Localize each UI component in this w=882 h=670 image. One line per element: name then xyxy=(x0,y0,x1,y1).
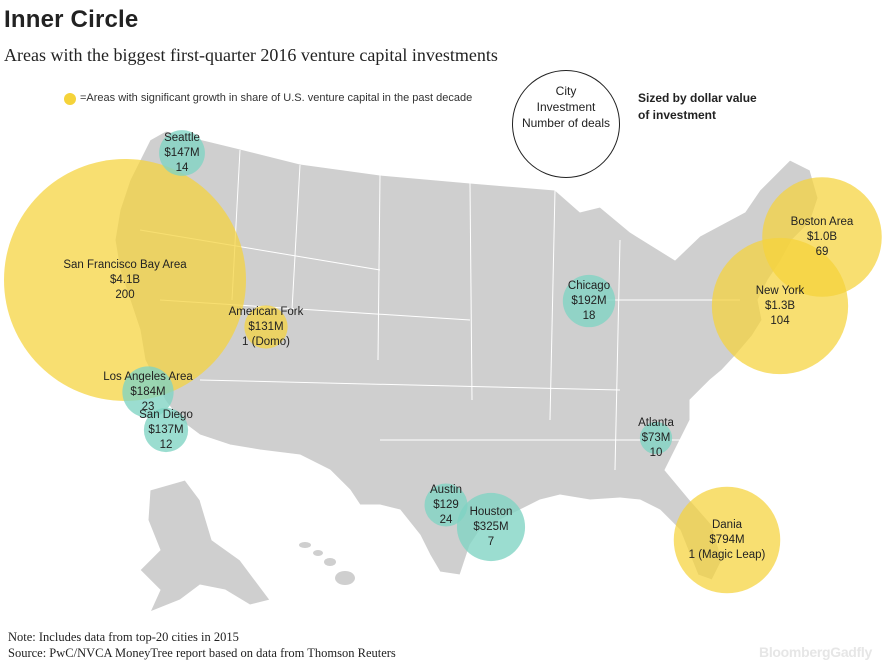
bubble-label-austin-city: Austin xyxy=(430,484,462,496)
size-key-investment: Investment xyxy=(536,100,596,114)
bubble-label-boston-area-deals: 69 xyxy=(816,246,829,258)
bubble-label-austin-deals: 24 xyxy=(440,514,453,526)
bubble-label-boston-area-investment: $1.0B xyxy=(807,231,837,243)
bubble-houston xyxy=(456,492,526,562)
brand-logo: BloombergGadfly xyxy=(759,644,872,660)
note-text: Note: Includes data from top-20 cities i… xyxy=(8,630,239,644)
bubble-label-seattle-city: Seattle xyxy=(164,132,200,144)
bubble-label-dania-deals: 1 (Magic Leap) xyxy=(689,549,766,561)
bubble-chicago xyxy=(562,274,616,328)
hawaii-shapes xyxy=(299,542,355,585)
source-text: Source: PwC/NVCA MoneyTree report based … xyxy=(8,646,396,660)
bubble-label-new-york-city: New York xyxy=(756,285,805,297)
chart-title: Inner Circle xyxy=(4,6,139,33)
alaska-shape xyxy=(139,479,271,613)
bubble-los-angeles-area xyxy=(122,366,174,418)
bubble-label-chicago-city: Chicago xyxy=(568,280,610,292)
bubble-dania xyxy=(673,486,781,594)
bubble-label-houston-deals: 7 xyxy=(488,536,494,548)
bubble-atlanta xyxy=(639,421,673,455)
bubble-label-san-diego-city: San Diego xyxy=(139,409,193,421)
growth-legend-text: =Areas with significant growth in share … xyxy=(80,92,473,104)
bubble-label-chicago-investment: $192M xyxy=(571,295,606,307)
bubble-seattle xyxy=(159,130,205,176)
bubble-san-diego xyxy=(143,407,189,453)
bubble-label-chicago-deals: 18 xyxy=(583,310,596,322)
bubble-label-san-diego-deals: 12 xyxy=(160,439,173,451)
bubble-label-san-francisco-bay-area-investment: $4.1B xyxy=(110,274,140,286)
size-key-deals: Number of deals xyxy=(521,116,611,130)
bubble-label-houston-city: Houston xyxy=(470,506,513,518)
bubble-label-new-york-deals: 104 xyxy=(770,315,790,327)
bubble-label-atlanta-city: Atlanta xyxy=(638,417,674,429)
bubble-austin xyxy=(424,483,468,527)
bubble-label-american-fork-investment: $131M xyxy=(248,321,283,333)
growth-legend-dot xyxy=(64,93,76,105)
bubble-label-los-angeles-area-deals: 23 xyxy=(142,401,155,413)
bubble-label-new-york-investment: $1.3B xyxy=(765,300,795,312)
bubble-label-san-francisco-bay-area-deals: 200 xyxy=(115,289,134,301)
bubble-label-san-diego-investment: $137M xyxy=(148,424,183,436)
bubble-label-houston-investment: $325M xyxy=(473,521,508,533)
bubbles-layer: San Francisco Bay Area $4.1B 200 New York $1… xyxy=(4,130,882,594)
chart-subtitle: Areas with the biggest first-quarter 201… xyxy=(4,45,498,65)
bubble-label-seattle-investment: $147M xyxy=(164,147,199,159)
brand-logo-part1: Bloomberg xyxy=(759,644,831,660)
size-key-description: Sized by dollar value of investment xyxy=(638,90,778,124)
bubble-label-san-francisco-bay-area-city: San Francisco Bay Area xyxy=(63,259,187,271)
size-key-description-line2: of investment xyxy=(638,108,717,122)
bubble-american-fork xyxy=(244,305,288,349)
bubble-label-dania-city: Dania xyxy=(712,519,743,531)
bubble-label-atlanta-deals: 10 xyxy=(650,447,663,459)
bubble-san-francisco-bay-area xyxy=(4,159,246,401)
bubble-label-los-angeles-area-city: Los Angeles Area xyxy=(103,371,193,383)
size-key-city: City xyxy=(555,84,577,98)
bubble-label-boston-area-city: Boston Area xyxy=(791,216,854,228)
size-key-circle xyxy=(512,70,620,178)
bubble-boston-area xyxy=(762,177,882,297)
bubble-label-los-angeles-area-investment: $184M xyxy=(130,386,165,398)
brand-logo-part2: Gadfly xyxy=(830,644,872,660)
size-key-description-line1: Sized by dollar value xyxy=(638,91,757,105)
bubble-label-atlanta-investment: $73M xyxy=(642,432,671,444)
bubble-label-seattle-deals: 14 xyxy=(176,162,189,174)
bubble-label-dania-investment: $794M xyxy=(709,534,744,546)
bubble-label-american-fork-deals: 1 (Domo) xyxy=(242,336,290,348)
bubble-label-american-fork-city: American Fork xyxy=(229,306,304,318)
bubble-label-austin-investment: $129 xyxy=(433,499,459,511)
